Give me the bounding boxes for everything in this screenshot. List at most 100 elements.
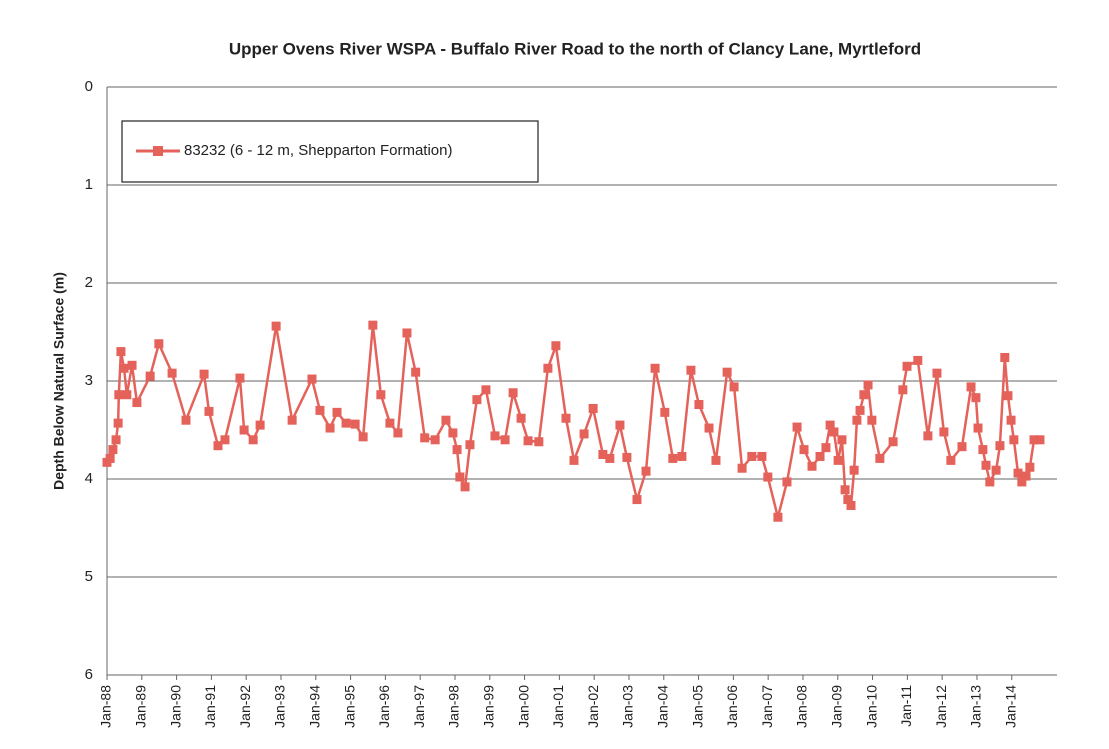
data-point (579, 429, 589, 439)
data-point (213, 441, 223, 451)
data-point (737, 463, 747, 473)
data-point (711, 455, 721, 465)
x-tick-label: Jan-97 (411, 685, 427, 728)
data-point (551, 341, 561, 351)
x-tick-label: Jan-96 (376, 685, 392, 728)
x-tick-label: Jan-03 (620, 685, 636, 728)
data-point (1003, 391, 1013, 401)
data-point (111, 435, 121, 445)
legend-label: 83232 (6 - 12 m, Shepparton Formation) (184, 142, 452, 159)
data-point (632, 495, 642, 505)
data-point (1013, 468, 1023, 478)
data-point (641, 466, 651, 476)
data-point (1025, 462, 1035, 472)
data-point (981, 460, 991, 470)
x-tick-label: Jan-02 (585, 685, 601, 728)
data-point (852, 415, 862, 425)
data-point (235, 373, 245, 383)
x-tick-label: Jan-92 (237, 685, 253, 728)
data-point (973, 423, 983, 433)
data-point (807, 461, 817, 471)
x-tick-label: Jan-93 (272, 685, 288, 728)
data-point (1000, 352, 1010, 362)
data-point (441, 415, 451, 425)
x-tick-label: Jan-14 (1002, 685, 1018, 728)
data-point (1009, 435, 1019, 445)
data-point (605, 453, 615, 463)
x-tick-label: Jan-09 (828, 685, 844, 728)
data-point (368, 320, 378, 330)
data-point (821, 443, 831, 453)
data-point (145, 371, 155, 381)
data-point (846, 500, 856, 510)
data-point (534, 437, 544, 447)
data-point (729, 382, 739, 392)
legend-box (121, 120, 539, 183)
data-point (855, 405, 865, 415)
data-point (660, 407, 670, 417)
data-point (490, 431, 500, 441)
data-point (923, 431, 933, 441)
data-point (991, 465, 1001, 475)
data-point (569, 455, 579, 465)
data-point (902, 361, 912, 371)
data-point (132, 398, 142, 408)
data-point (154, 339, 164, 349)
data-point (119, 363, 129, 373)
data-point (248, 435, 258, 445)
x-tick-label: Jan-01 (550, 685, 566, 728)
x-tick-label: Jan-88 (98, 685, 114, 728)
data-point (350, 419, 360, 429)
data-point (181, 415, 191, 425)
data-point (341, 418, 351, 428)
data-point (167, 368, 177, 378)
data-point (1035, 435, 1045, 445)
x-tick-label: Jan-90 (167, 685, 183, 728)
data-point (114, 390, 124, 400)
data-point (420, 433, 430, 443)
data-point (946, 455, 956, 465)
y-tick-label: 6 (85, 666, 93, 683)
data-point (393, 428, 403, 438)
data-point (898, 385, 908, 395)
data-point (1017, 477, 1027, 487)
data-point (116, 347, 126, 357)
data-point (939, 427, 949, 437)
data-point (985, 477, 995, 487)
data-point (204, 406, 214, 416)
data-point (481, 385, 491, 395)
y-tick-label: 2 (85, 274, 93, 291)
data-point (995, 441, 1005, 451)
data-point (307, 374, 317, 384)
data-point (508, 388, 518, 398)
data-point (825, 420, 835, 430)
x-tick-label: Jan-00 (515, 685, 531, 728)
data-point (757, 451, 767, 461)
data-point (677, 451, 687, 461)
data-point (287, 415, 297, 425)
data-point (588, 403, 598, 413)
x-tick-label: Jan-95 (341, 685, 357, 728)
data-point (108, 445, 118, 455)
x-tick-label: Jan-05 (689, 685, 705, 728)
data-point (325, 423, 335, 433)
data-line (106, 324, 1040, 518)
data-point (863, 380, 873, 390)
data-point (455, 472, 465, 482)
data-point (668, 453, 678, 463)
data-point (840, 485, 850, 495)
data-point (792, 422, 802, 432)
data-point (448, 428, 458, 438)
data-point (622, 452, 632, 462)
data-point (271, 321, 281, 331)
data-point (686, 365, 696, 375)
y-tick-label: 4 (85, 470, 93, 487)
data-point (859, 390, 869, 400)
data-point (782, 477, 792, 487)
data-point (543, 363, 553, 373)
data-point (452, 445, 462, 455)
data-point (122, 390, 132, 400)
data-point (523, 436, 533, 446)
data-point (220, 435, 230, 445)
